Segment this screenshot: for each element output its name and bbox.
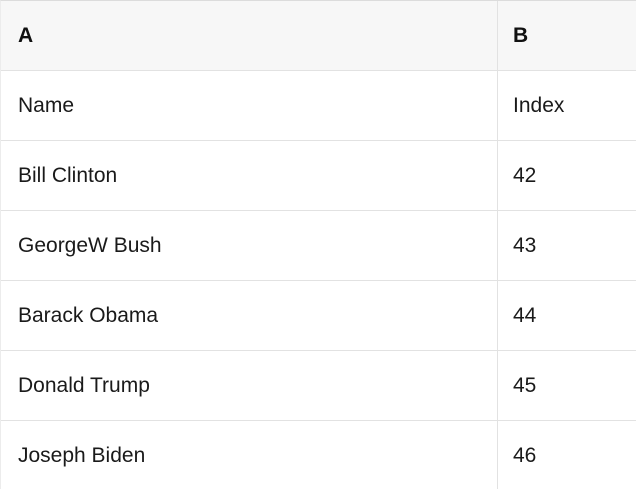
cell-text: 44 — [513, 303, 537, 327]
header-row: A B — [1, 1, 636, 71]
cell-text: GeorgeW Bush — [18, 233, 162, 257]
cell-b-row-2[interactable]: 43 — [498, 211, 636, 280]
table-row: Bill Clinton 42 — [1, 141, 636, 211]
column-header-b[interactable]: B — [498, 1, 636, 70]
cell-b-row-3[interactable]: 44 — [498, 281, 636, 350]
cell-text: Joseph Biden — [18, 443, 146, 467]
cell-text: Donald Trump — [18, 373, 150, 397]
cell-text: 45 — [513, 373, 537, 397]
cell-a-row-4[interactable]: Donald Trump — [1, 351, 498, 420]
table-body: Name Index Bill Clinton 42 GeorgeW Bush 43 Bar… — [1, 71, 636, 489]
cell-b-row-1[interactable]: 42 — [498, 141, 636, 210]
cell-text: Bill Clinton — [18, 163, 118, 187]
cell-a-row-1[interactable]: Bill Clinton — [1, 141, 498, 210]
cell-text: 42 — [513, 163, 537, 187]
table-row: Donald Trump 45 — [1, 351, 636, 421]
cell-b-row-4[interactable]: 45 — [498, 351, 636, 420]
cell-b-row-5[interactable]: 46 — [498, 421, 636, 489]
cell-a-row-2[interactable]: GeorgeW Bush — [1, 211, 498, 280]
table-row: Joseph Biden 46 — [1, 421, 636, 489]
cell-text: Name — [18, 93, 75, 117]
cell-text: Barack Obama — [18, 303, 159, 327]
column-header-a-label: A — [18, 23, 34, 47]
cell-a-row-5[interactable]: Joseph Biden — [1, 421, 498, 489]
table-row: Barack Obama 44 — [1, 281, 636, 351]
cell-a-row-3[interactable]: Barack Obama — [1, 281, 498, 350]
cell-text: 46 — [513, 443, 537, 467]
cell-a-row-0[interactable]: Name — [1, 71, 498, 140]
column-header-a[interactable]: A — [1, 1, 498, 70]
cell-b-row-0[interactable]: Index — [498, 71, 636, 140]
table-row: GeorgeW Bush 43 — [1, 211, 636, 281]
table-row: Name Index — [1, 71, 636, 141]
column-header-b-label: B — [513, 23, 529, 47]
cell-text: Index — [513, 93, 565, 117]
cell-text: 43 — [513, 233, 537, 257]
